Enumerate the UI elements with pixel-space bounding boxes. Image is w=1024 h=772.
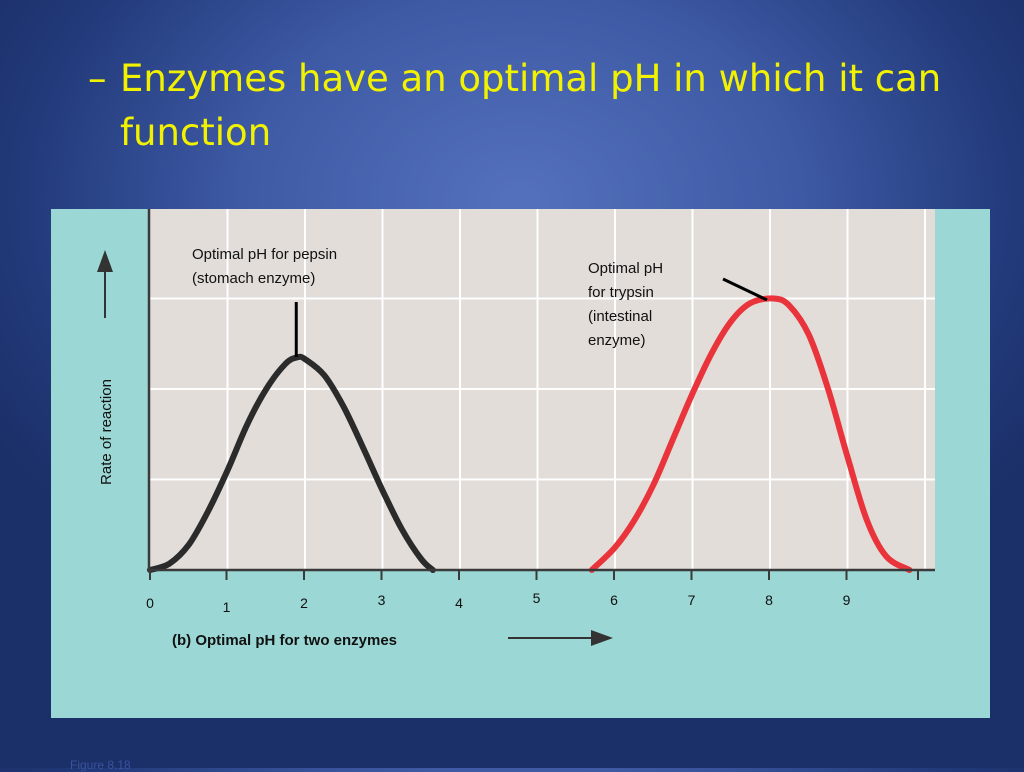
trypsin-annotation-line: for trypsin <box>588 284 654 301</box>
x-tick-label: 0 <box>146 595 154 611</box>
trypsin-curve <box>588 295 913 573</box>
pepsin-annotation: Optimal pH for pepsin (stomach enzyme) <box>192 246 337 287</box>
trypsin-pointer-line <box>722 277 768 302</box>
bullet-dash: – <box>88 57 107 100</box>
pepsin-annotation-line: Optimal pH for pepsin <box>192 246 337 263</box>
trypsin-annotation-line: enzyme) <box>588 332 646 349</box>
x-axis-label: (b) Optimal pH for two enzymes <box>172 632 397 649</box>
x-tick-label: 9 <box>843 592 851 608</box>
trypsin-annotation: Optimal pH for trypsin (intestinal enzyme) <box>588 260 663 349</box>
x-tick-label: 7 <box>688 592 696 608</box>
figure-footer: Figure 8.18 <box>70 758 131 772</box>
x-tick-label: 2 <box>300 595 308 611</box>
slide-title: Enzymes have an optimal pH in which it c… <box>120 57 942 154</box>
x-arrow-head-icon <box>591 630 613 646</box>
x-tick-label: 4 <box>455 595 463 611</box>
x-tick-label: 1 <box>223 599 231 615</box>
slide-bullet: – Enzymes have an optimal pH in which it… <box>88 52 968 160</box>
pepsin-annotation-line: (stomach enzyme) <box>192 270 315 287</box>
x-tick-label: 3 <box>378 592 386 608</box>
y-axis-label: Rate of reaction <box>98 379 115 485</box>
pepsin-curve <box>147 353 436 573</box>
x-tick-label: 8 <box>765 592 773 608</box>
y-arrow-head-icon <box>97 250 113 272</box>
x-tick-label: 6 <box>610 592 618 608</box>
trypsin-annotation-line: Optimal pH <box>588 260 663 277</box>
trypsin-annotation-line: (intestinal <box>588 308 652 325</box>
x-tick-label: 5 <box>533 590 541 606</box>
